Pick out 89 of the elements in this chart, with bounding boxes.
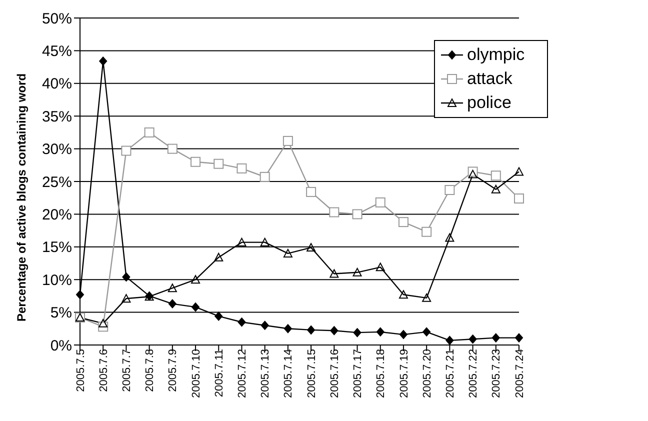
y-tick-label: 20% — [42, 206, 72, 224]
point — [490, 170, 501, 181]
legend-label: olympic — [467, 44, 525, 66]
x-tick-label: 2005.7.5 — [74, 349, 87, 392]
point — [121, 146, 132, 156]
point — [446, 336, 454, 345]
point — [214, 252, 224, 262]
point — [260, 320, 269, 330]
point — [352, 209, 362, 220]
x-tick-label: 2005.7.23 — [490, 349, 503, 398]
point — [98, 318, 108, 328]
x-tick-label: 2005.7.8 — [144, 349, 156, 392]
point — [444, 185, 455, 195]
point — [99, 56, 108, 66]
point — [236, 163, 247, 174]
point — [144, 127, 154, 138]
point — [192, 302, 200, 312]
point — [491, 184, 500, 194]
point — [168, 284, 177, 292]
x-tick-label: 2005.7.11 — [213, 349, 226, 398]
point — [514, 167, 524, 176]
x-tick-label: 2005.7.10 — [190, 349, 202, 398]
point — [283, 248, 292, 258]
x-tick-label: 2005.7.9 — [167, 349, 180, 392]
point — [167, 144, 178, 154]
point — [122, 294, 131, 303]
x-tick-label: 2005.7.19 — [398, 349, 410, 398]
point — [468, 334, 477, 344]
point — [468, 170, 478, 178]
point — [515, 333, 523, 342]
legend-label: attack — [467, 68, 512, 90]
point — [376, 262, 385, 272]
point — [214, 158, 224, 169]
legend-label: police — [467, 92, 512, 114]
y-tick-label: 50% — [42, 10, 72, 28]
x-tick-label: 2005.7.13 — [260, 349, 272, 398]
y-tick-label: 40% — [42, 76, 72, 93]
y-tick-label: 5% — [50, 304, 72, 322]
point — [214, 312, 223, 321]
y-tick-label: 35% — [42, 108, 72, 126]
point — [376, 327, 384, 336]
x-tick-label: 2005.7.15 — [306, 349, 318, 398]
point — [399, 330, 408, 340]
point — [353, 328, 362, 338]
point — [514, 194, 524, 204]
point — [330, 269, 339, 278]
y-tick-label: 10% — [42, 272, 72, 289]
x-tick-label: 2005.7.24 — [514, 349, 526, 398]
point — [422, 293, 432, 302]
y-tick-label: 15% — [42, 239, 72, 256]
point — [282, 136, 293, 146]
point — [237, 238, 246, 246]
point — [190, 156, 201, 167]
point — [168, 299, 176, 308]
point — [76, 290, 84, 300]
x-tick-label: 2005.7.21 — [444, 349, 456, 398]
point — [398, 290, 408, 299]
y-tick-label: 0% — [50, 337, 72, 354]
point — [422, 226, 432, 237]
x-tick-label: 2005.7.22 — [468, 349, 480, 398]
x-tick-label: 2005.7.7 — [121, 349, 134, 392]
point — [260, 238, 270, 246]
x-tick-label: 2005.7.18 — [375, 349, 388, 398]
y-tick-label: 25% — [42, 174, 72, 191]
y-tick-label: 45% — [42, 43, 72, 60]
point — [260, 172, 270, 182]
x-tick-label: 2005.7.17 — [352, 349, 364, 398]
point — [238, 318, 246, 327]
x-tick-label: 2005.7.12 — [236, 349, 249, 398]
x-tick-label: 2005.7.20 — [421, 349, 434, 398]
y-tick-label: 30% — [42, 141, 72, 158]
point — [284, 324, 292, 334]
point — [375, 197, 386, 208]
y-axis-title: Percentage of active blogs containing word — [14, 73, 28, 322]
x-tick-label: 2005.7.6 — [98, 349, 110, 392]
point — [329, 207, 340, 218]
point — [422, 327, 431, 336]
point — [306, 186, 316, 197]
point — [306, 243, 316, 252]
point — [307, 325, 316, 334]
point — [352, 268, 362, 276]
point — [492, 333, 500, 342]
x-tick-label: 2005.7.16 — [328, 349, 341, 398]
x-tick-label: 2005.7.14 — [282, 349, 295, 398]
point — [330, 326, 338, 336]
point — [445, 233, 454, 242]
point — [191, 275, 200, 284]
point — [122, 272, 130, 282]
point — [398, 217, 408, 228]
